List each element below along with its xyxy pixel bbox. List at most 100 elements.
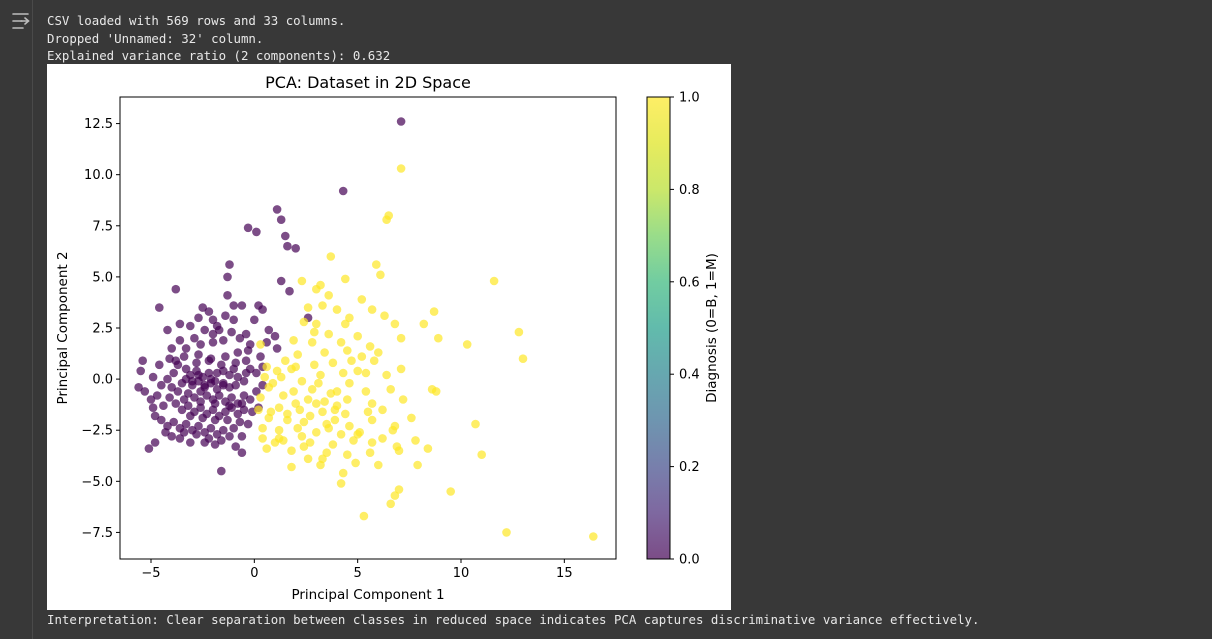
point-malignant [272, 366, 282, 376]
plot-frame [119, 96, 617, 560]
stdout-line: Dropped 'Unnamed: 32' column. [47, 30, 264, 46]
point-malignant [378, 434, 387, 443]
point-malignant [262, 362, 271, 372]
point-benign [179, 352, 189, 361]
point-malignant [332, 401, 342, 411]
point-benign [208, 329, 218, 339]
cell-gutter-divider [32, 0, 33, 639]
point-malignant [291, 399, 300, 408]
point-malignant [297, 276, 307, 286]
point-benign [196, 397, 205, 406]
output-collapse-icon[interactable] [10, 10, 34, 32]
point-malignant [318, 407, 327, 417]
point-malignant [462, 340, 472, 349]
point-malignant [411, 436, 420, 445]
point-benign [276, 215, 286, 224]
point-malignant [283, 409, 292, 419]
point-malignant [281, 356, 290, 366]
point-benign [198, 413, 207, 423]
colorbar-tick-label: 0.4 [679, 368, 700, 383]
point-malignant [338, 368, 348, 378]
point-malignant [266, 407, 276, 417]
point-malignant [367, 399, 377, 408]
point-benign [192, 430, 201, 439]
point-benign [283, 241, 292, 251]
point-benign [241, 356, 251, 366]
point-malignant [429, 307, 439, 316]
point-malignant [388, 425, 398, 435]
colorbar [646, 96, 671, 560]
point-benign [171, 284, 181, 294]
point-benign [237, 448, 247, 458]
point-benign [239, 376, 249, 386]
point-benign [171, 399, 181, 408]
point-benign [245, 395, 255, 404]
cell-stdout: CSV loaded with 569 rows and 33 columns.… [47, 12, 390, 65]
scatter-points [134, 117, 598, 541]
point-benign [148, 403, 158, 413]
point-malignant [386, 385, 396, 394]
point-malignant [268, 378, 278, 388]
x-axis-ticks: −5 0 5 10 15 [141, 559, 573, 581]
point-malignant [330, 415, 340, 425]
point-benign [181, 344, 191, 353]
y-tick-label: 12.5 [84, 117, 113, 132]
colorbar-label: Diagnosis (0=B, 1=M) [704, 253, 720, 403]
point-malignant [394, 446, 404, 456]
point-benign [231, 380, 240, 390]
point-benign [148, 372, 158, 382]
point-benign [227, 327, 236, 337]
point-benign [223, 415, 232, 425]
point-malignant [299, 442, 309, 451]
point-benign [225, 432, 234, 441]
point-benign [140, 387, 150, 396]
pca-scatter-chart: PCA: Dataset in 2D Space −5 0 5 10 15 −7.5 −5… [55, 73, 720, 603]
point-malignant [320, 348, 329, 357]
point-malignant [390, 491, 400, 500]
point-malignant [423, 444, 433, 453]
point-malignant [322, 448, 332, 458]
point-malignant [318, 454, 327, 464]
point-benign [202, 391, 212, 400]
point-malignant [274, 425, 284, 435]
point-benign [173, 387, 183, 396]
y-axis-label: Principal Component 2 [55, 251, 71, 404]
point-benign [258, 305, 267, 314]
x-axis-label: Principal Component 1 [291, 587, 444, 603]
y-tick-label: 10.0 [84, 168, 113, 183]
point-benign [208, 338, 218, 347]
point-malignant [357, 352, 367, 361]
point-benign [152, 391, 162, 400]
point-malignant [341, 319, 350, 329]
point-benign [194, 370, 203, 380]
point-malignant [324, 291, 334, 300]
point-benign [214, 391, 224, 400]
point-malignant [260, 372, 269, 382]
point-malignant [332, 305, 342, 314]
point-benign [233, 348, 243, 357]
y-tick-label: −7.5 [81, 526, 113, 541]
point-malignant [363, 407, 373, 417]
point-benign [212, 368, 222, 378]
point-malignant [312, 399, 321, 408]
x-tick-label: 0 [250, 566, 258, 581]
y-tick-label: 2.5 [92, 322, 113, 337]
point-benign [177, 405, 187, 415]
interpretation-text: Interpretation: Clear separation between… [47, 612, 980, 627]
point-benign [138, 356, 147, 366]
point-benign [210, 440, 220, 449]
point-malignant [258, 423, 267, 433]
point-benign [272, 344, 282, 353]
point-benign [186, 321, 195, 331]
point-malignant [489, 276, 499, 286]
point-malignant [353, 331, 363, 341]
point-benign [196, 403, 205, 413]
point-malignant [324, 329, 334, 339]
point-malignant [283, 415, 292, 425]
point-malignant [343, 346, 352, 355]
point-malignant [279, 391, 288, 400]
point-malignant [382, 370, 391, 380]
stdout-line: CSV loaded with 569 rows and 33 columns. [47, 13, 346, 28]
point-malignant [374, 460, 383, 470]
point-benign [241, 368, 251, 378]
